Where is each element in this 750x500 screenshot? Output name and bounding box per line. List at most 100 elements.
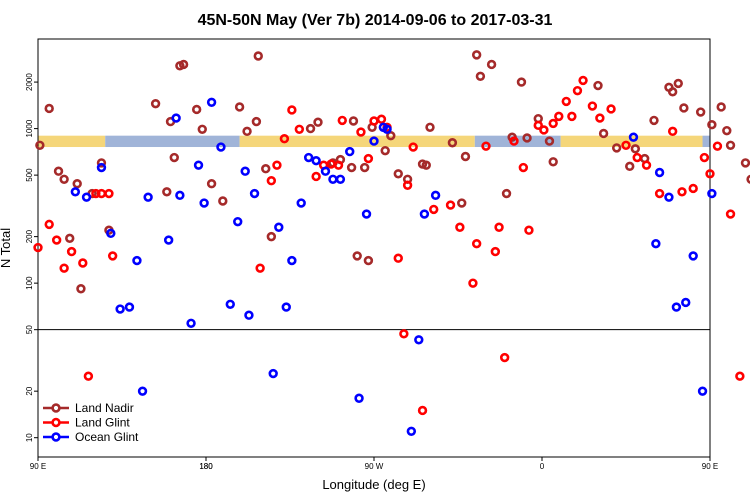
- data-point: [468, 278, 478, 288]
- data-point: [294, 124, 305, 134]
- data-point: [539, 125, 549, 135]
- y-tick-label: 10: [25, 433, 34, 442]
- data-point: [107, 251, 118, 261]
- data-point: [399, 329, 409, 339]
- data-point: [255, 263, 265, 273]
- data-point: [654, 188, 665, 199]
- data-point: [740, 158, 750, 168]
- data-point: [499, 352, 510, 363]
- data-point: [359, 162, 370, 173]
- data-point: [356, 127, 366, 137]
- data-point: [242, 126, 252, 137]
- data-point: [281, 302, 291, 312]
- data-point: [279, 134, 290, 144]
- data-point: [333, 160, 344, 170]
- data-point: [253, 51, 263, 61]
- data-point: [673, 78, 683, 89]
- data-point: [296, 198, 306, 208]
- data-point: [393, 169, 403, 179]
- data-point: [746, 174, 750, 184]
- x-tick-label: 180: [199, 462, 213, 471]
- data-point: [625, 161, 635, 172]
- data-point: [81, 192, 92, 202]
- data-point: [59, 174, 69, 184]
- data-point: [716, 102, 726, 112]
- data-point: [44, 103, 54, 114]
- data-point: [705, 169, 715, 179]
- data-point: [481, 141, 491, 151]
- data-point: [681, 297, 691, 308]
- data-point: [175, 190, 185, 201]
- chart-title: 45N-50N May (Ver 7b) 2014-09-06 to 2017-…: [198, 12, 553, 29]
- data-point: [621, 140, 631, 150]
- data-point: [115, 304, 125, 314]
- legend-marker: [51, 417, 61, 428]
- data-point: [132, 255, 142, 266]
- data-point: [272, 160, 282, 170]
- map-ocean-band: [105, 135, 240, 148]
- data-point: [72, 179, 82, 189]
- data-point: [598, 128, 609, 139]
- data-point: [66, 246, 77, 257]
- data-point: [417, 405, 428, 416]
- data-point: [162, 187, 172, 197]
- data-point: [369, 116, 379, 126]
- data-point: [697, 386, 708, 396]
- data-point: [611, 143, 622, 153]
- x-tick-label: 90 E: [702, 462, 718, 471]
- data-point: [699, 152, 710, 163]
- data-point: [471, 50, 482, 60]
- y-tick-label: 100: [25, 276, 34, 290]
- data-point: [311, 155, 321, 166]
- data-point: [688, 183, 698, 194]
- data-point: [421, 160, 431, 170]
- data-point: [460, 151, 471, 162]
- data-point: [664, 192, 674, 202]
- data-point: [707, 188, 717, 199]
- x-tick-label: 180: [199, 462, 213, 471]
- data-point: [725, 209, 736, 219]
- data-point: [471, 238, 482, 249]
- data-point: [51, 235, 62, 245]
- data-point: [393, 253, 403, 263]
- data-point: [206, 97, 217, 107]
- data-point: [641, 160, 652, 170]
- data-point: [516, 77, 527, 87]
- data-point: [171, 113, 181, 123]
- data-point: [354, 393, 364, 403]
- y-tick-label: 2000: [25, 73, 34, 91]
- data-point: [707, 119, 717, 130]
- data-point: [587, 101, 598, 111]
- data-point: [712, 141, 723, 151]
- data-point: [475, 71, 486, 81]
- data-point: [522, 133, 532, 143]
- y-tick-label: 200: [25, 229, 34, 243]
- x-tick-label: 0: [540, 462, 545, 471]
- data-point: [169, 152, 179, 163]
- legend-marker: [51, 432, 61, 442]
- data-point: [695, 107, 706, 117]
- legend-marker: [51, 403, 61, 413]
- data-point: [266, 176, 277, 186]
- data-point: [305, 123, 316, 134]
- data-point: [533, 120, 543, 131]
- map-land-band: [239, 135, 475, 148]
- data-point: [667, 126, 678, 137]
- data-point: [382, 124, 392, 134]
- data-point: [688, 251, 698, 261]
- data-point: [725, 140, 736, 150]
- data-point: [266, 231, 277, 242]
- data-point: [313, 117, 323, 127]
- data-point: [234, 102, 245, 112]
- data-point: [35, 140, 45, 150]
- data-point: [667, 87, 678, 97]
- data-point: [59, 263, 69, 273]
- data-point: [249, 188, 260, 199]
- data-point: [96, 188, 107, 199]
- data-point: [244, 310, 254, 320]
- data-point: [630, 144, 641, 154]
- data-point: [65, 233, 75, 244]
- y-tick-label: 500: [25, 168, 34, 182]
